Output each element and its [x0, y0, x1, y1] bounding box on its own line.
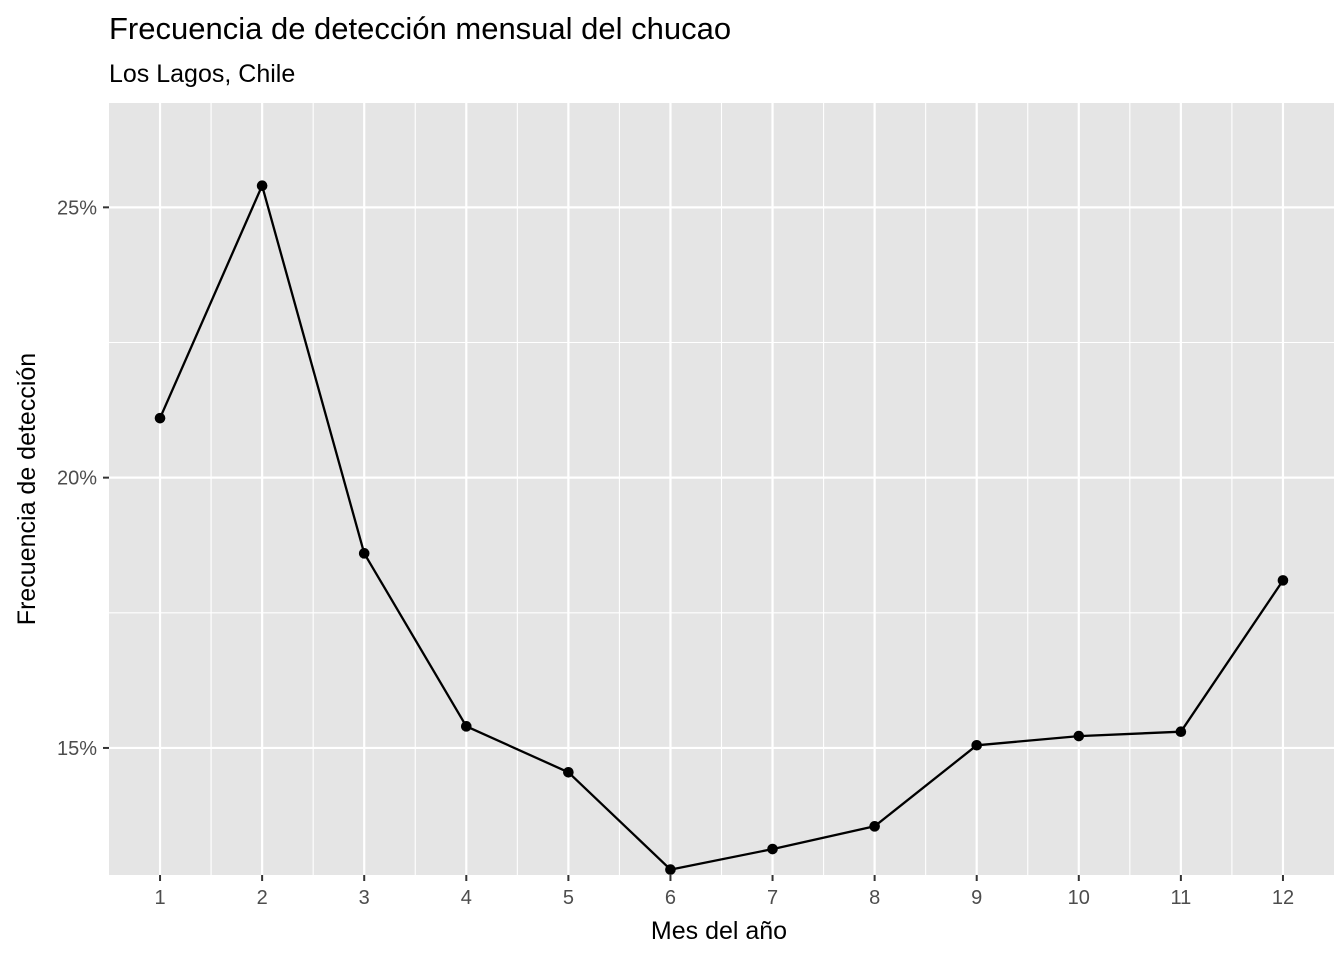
- y-tick-label: 15%: [57, 738, 97, 760]
- data-point: [358, 548, 370, 559]
- y-axis-title: Frecuencia de detección: [13, 353, 41, 625]
- chart-subtitle: Los Lagos, Chile: [109, 60, 295, 88]
- y-tick-label: 25%: [57, 197, 97, 219]
- data-point: [256, 180, 268, 192]
- data-point: [154, 412, 166, 424]
- data-point: [971, 739, 983, 751]
- x-tick-label: 2: [257, 887, 268, 909]
- x-axis: 1 2 3 4 5 6 7 8 9 10 11 12: [154, 875, 1294, 909]
- x-axis-title: Mes del año: [651, 917, 787, 945]
- minor-gridlines: [109, 103, 1334, 875]
- chart-title: Frecuencia de detección mensual del chuc…: [109, 11, 731, 46]
- data-point: [1175, 726, 1187, 738]
- x-tick-label: 6: [665, 887, 676, 909]
- series-layer: [154, 180, 1289, 875]
- data-point: [869, 821, 880, 832]
- data-point: [460, 721, 472, 732]
- x-tick-label: 5: [563, 887, 574, 909]
- x-tick-label: 4: [461, 887, 472, 909]
- series-line: [158, 184, 1284, 871]
- y-tick-label: 20%: [57, 468, 97, 490]
- data-point: [767, 843, 778, 855]
- x-tick-label: 8: [869, 887, 880, 909]
- x-tick-label: 9: [971, 887, 982, 909]
- data-point: [563, 766, 574, 778]
- major-gridlines: [109, 103, 1334, 875]
- x-tick-label: 1: [154, 887, 165, 909]
- data-point: [1277, 575, 1289, 586]
- x-tick-label: 3: [359, 887, 370, 909]
- data-point: [1073, 730, 1085, 742]
- x-tick-label: 12: [1272, 887, 1294, 909]
- x-tick-label: 11: [1170, 887, 1191, 909]
- x-tick-label: 7: [767, 887, 778, 909]
- x-tick-label: 10: [1068, 887, 1090, 909]
- data-point: [665, 864, 676, 875]
- y-axis: 15% 20% 25%: [57, 197, 109, 760]
